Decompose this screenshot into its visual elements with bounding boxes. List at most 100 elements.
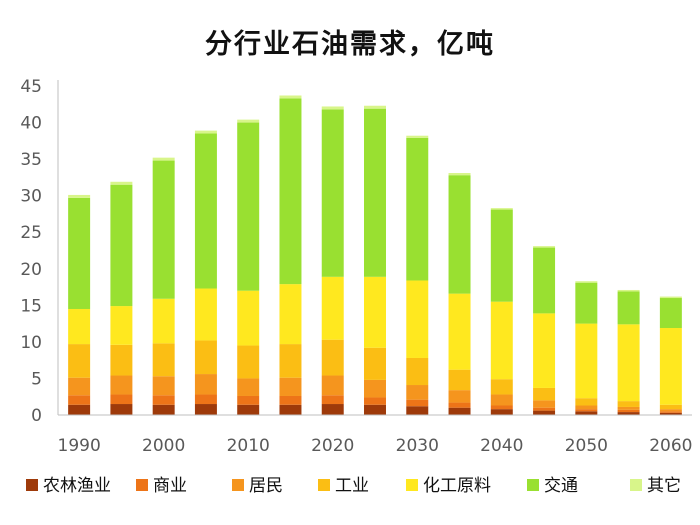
bar-segment-1995-s1 [110, 394, 133, 405]
legend-swatch [318, 479, 330, 491]
y-tick-label: 15 [20, 296, 42, 316]
x-tick-label: 1990 [58, 436, 101, 456]
y-tick-label: 40 [20, 114, 42, 134]
bar-segment-2050-s0 [575, 411, 598, 415]
legend-label: 农林渔业 [43, 476, 111, 496]
bar-segment-2045-s0 [533, 410, 556, 415]
legend-swatch [136, 479, 148, 491]
bar-segment-2030-s4 [406, 280, 429, 358]
bar-segment-1995-s0 [110, 404, 133, 415]
bar-segment-2050-s3 [575, 398, 598, 406]
bar-segment-2060-s4 [659, 328, 682, 405]
legend-swatch [232, 479, 244, 491]
bar-segment-2000-s5 [152, 160, 175, 299]
bar-segment-2020-s2 [321, 375, 344, 396]
bar-segment-2030-s6 [406, 135, 429, 138]
bar-segment-2040-s1 [490, 405, 513, 410]
bar-segment-2050-s5 [575, 282, 598, 324]
bar-segment-2045-s6 [533, 246, 556, 248]
bar-segment-1990-s5 [68, 197, 91, 309]
y-tick-label: 25 [20, 223, 42, 243]
bar-segment-2040-s2 [490, 394, 513, 406]
bar-segment-2060-s2 [659, 409, 682, 412]
legend-label: 交通 [544, 476, 578, 496]
bar-segment-2015-s3 [279, 344, 302, 378]
bar-segment-2020-s4 [321, 276, 344, 340]
legend-label: 工业 [335, 476, 369, 496]
bars-layer [68, 95, 682, 415]
legend-swatch [630, 479, 642, 491]
bar-segment-2015-s2 [279, 377, 302, 396]
bar-segment-1990-s2 [68, 377, 91, 396]
bar-segment-2025-s2 [364, 379, 386, 398]
bar-segment-1990-s6 [68, 194, 91, 198]
bar-segment-2010-s3 [237, 345, 260, 379]
legend: 农林渔业 商业 居民 工业 化工原料 交通 其它 [26, 476, 681, 496]
bar-segment-2010-s5 [237, 122, 260, 291]
bar-segment-2010-s6 [237, 119, 260, 123]
bar-segment-1990-s3 [68, 344, 91, 378]
bar-segment-2005-s0 [194, 404, 217, 415]
bar-segment-2000-s0 [152, 404, 175, 415]
bar-segment-2035-s0 [448, 407, 471, 415]
bar-segment-2055-s6 [617, 289, 640, 292]
bar-segment-2040-s5 [490, 209, 513, 302]
y-tick-label: 30 [20, 187, 42, 207]
bar-segment-2045-s4 [533, 313, 556, 388]
x-tick-label: 2020 [311, 436, 354, 456]
bar-segment-2005-s6 [194, 130, 217, 134]
bar-segment-2035-s4 [448, 293, 471, 370]
y-tick-label: 5 [31, 369, 42, 389]
legend-label: 居民 [249, 476, 283, 496]
bar-segment-2060-s6 [659, 296, 682, 299]
y-tick-label: 20 [20, 260, 42, 280]
bar-segment-2050-s4 [575, 323, 598, 399]
x-tick-label: 2000 [142, 436, 185, 456]
bar-segment-2015-s6 [279, 95, 302, 99]
bar-segment-2030-s1 [406, 399, 429, 407]
chart-title: 分行业石油需求，亿吨 [205, 29, 495, 60]
bar-segment-1995-s2 [110, 375, 133, 395]
bar-segment-2060-s1 [659, 411, 682, 413]
legend-swatch [26, 479, 38, 491]
bar-segment-2055-s4 [617, 324, 640, 402]
bar-segment-1995-s5 [110, 184, 133, 307]
bar-segment-2000-s6 [152, 157, 175, 161]
bar-segment-2035-s2 [448, 390, 471, 403]
y-tick-label: 35 [20, 150, 42, 170]
bar-segment-2050-s1 [575, 409, 598, 412]
legend-label: 商业 [153, 476, 187, 496]
bar-segment-2050-s6 [575, 281, 598, 283]
bar-segment-2055-s5 [617, 291, 640, 325]
bar-segment-2025-s4 [364, 276, 386, 348]
bar-segment-2045-s2 [533, 400, 556, 408]
bar-segment-2060-s0 [659, 412, 682, 415]
bar-segment-2005-s3 [194, 340, 217, 375]
bar-segment-2000-s4 [152, 298, 175, 344]
bar-segment-2030-s5 [406, 137, 429, 281]
bar-segment-2010-s1 [237, 395, 260, 405]
bar-segment-2005-s1 [194, 394, 217, 405]
bar-segment-2030-s3 [406, 357, 429, 386]
legend-label: 化工原料 [423, 476, 491, 496]
bar-segment-2040-s0 [490, 409, 513, 415]
bar-segment-2045-s5 [533, 247, 556, 314]
bar-segment-2030-s2 [406, 385, 429, 400]
bar-segment-2035-s6 [448, 173, 471, 176]
bar-segment-2055-s3 [617, 401, 640, 407]
bar-segment-2020-s3 [321, 339, 344, 376]
bar-segment-2015-s0 [279, 404, 302, 415]
bar-segment-2005-s2 [194, 374, 217, 395]
bar-segment-2015-s1 [279, 395, 302, 405]
x-tick-label: 2030 [396, 436, 439, 456]
y-tick-label: 45 [20, 77, 42, 97]
legend-swatch [406, 479, 418, 491]
bar-segment-2000-s1 [152, 395, 175, 405]
bar-segment-2055-s1 [617, 409, 640, 413]
bar-segment-2040-s3 [490, 379, 513, 395]
bar-segment-2010-s4 [237, 290, 260, 346]
bar-segment-2035-s1 [448, 402, 471, 408]
bar-segment-2000-s2 [152, 376, 175, 396]
bar-segment-2015-s4 [279, 284, 302, 345]
